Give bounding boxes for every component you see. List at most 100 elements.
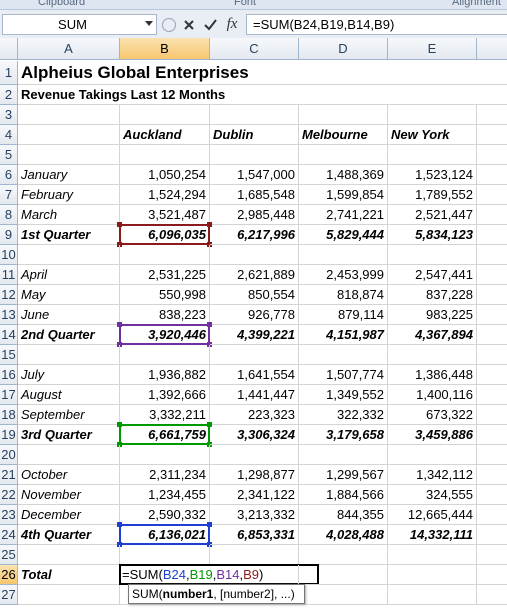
cell[interactable] bbox=[477, 125, 507, 145]
row-header[interactable]: 2 bbox=[0, 85, 18, 105]
row-header[interactable]: 4 bbox=[0, 125, 18, 145]
cell[interactable]: 2,590,332 bbox=[120, 505, 210, 525]
cell[interactable] bbox=[299, 445, 388, 465]
row-header[interactable]: 3 bbox=[0, 105, 18, 125]
cell[interactable] bbox=[477, 505, 507, 525]
row-header[interactable]: 19 bbox=[0, 425, 18, 445]
cell[interactable] bbox=[210, 61, 299, 85]
cell[interactable]: 5,829,444 bbox=[299, 225, 388, 245]
cell[interactable]: 1,386,448 bbox=[388, 365, 477, 385]
cell[interactable]: 1,349,552 bbox=[299, 385, 388, 405]
row-header[interactable]: 17 bbox=[0, 385, 18, 405]
cell[interactable]: 1,524,294 bbox=[120, 185, 210, 205]
cell[interactable]: July bbox=[18, 365, 120, 385]
cell[interactable]: 673,322 bbox=[388, 405, 477, 425]
column-header[interactable]: D bbox=[299, 38, 388, 60]
cell[interactable] bbox=[388, 105, 477, 125]
column-header[interactable]: E bbox=[388, 38, 477, 60]
cell[interactable] bbox=[18, 145, 120, 165]
cell[interactable]: 2,521,447 bbox=[388, 205, 477, 225]
cell[interactable]: 4th Quarter bbox=[18, 525, 120, 545]
cell[interactable] bbox=[477, 305, 507, 325]
column-header[interactable]: A bbox=[18, 38, 120, 60]
row-header[interactable]: 14 bbox=[0, 325, 18, 345]
reference-handle[interactable] bbox=[207, 342, 212, 347]
cell[interactable]: May bbox=[18, 285, 120, 305]
cell[interactable]: 1,507,774 bbox=[299, 365, 388, 385]
cell[interactable]: March bbox=[18, 205, 120, 225]
name-box[interactable]: SUM bbox=[2, 14, 157, 35]
column-header[interactable]: C bbox=[210, 38, 299, 60]
reference-handle[interactable] bbox=[207, 242, 212, 247]
cell[interactable] bbox=[388, 61, 477, 85]
cell[interactable] bbox=[477, 565, 507, 585]
cell[interactable]: 2nd Quarter bbox=[18, 325, 120, 345]
cell[interactable]: 2,621,889 bbox=[210, 265, 299, 285]
cell[interactable] bbox=[388, 585, 477, 605]
cell[interactable]: 4,367,894 bbox=[388, 325, 477, 345]
cell[interactable]: 2,311,234 bbox=[120, 465, 210, 485]
cell[interactable]: Auckland bbox=[120, 125, 210, 145]
row-header[interactable]: 9 bbox=[0, 225, 18, 245]
cell[interactable] bbox=[299, 61, 388, 85]
row-header[interactable]: 23 bbox=[0, 505, 18, 525]
cell[interactable]: January bbox=[18, 165, 120, 185]
cell[interactable]: October bbox=[18, 465, 120, 485]
cell[interactable]: November bbox=[18, 485, 120, 505]
cell[interactable]: 1,789,552 bbox=[388, 185, 477, 205]
cell[interactable]: 2,341,122 bbox=[210, 485, 299, 505]
column-header[interactable]: B bbox=[120, 38, 210, 60]
cell[interactable]: 550,998 bbox=[120, 285, 210, 305]
cell[interactable]: 223,323 bbox=[210, 405, 299, 425]
cell[interactable]: 2,741,221 bbox=[299, 205, 388, 225]
cell[interactable] bbox=[18, 125, 120, 145]
cell[interactable] bbox=[477, 245, 507, 265]
row-header[interactable]: 25 bbox=[0, 545, 18, 565]
cell[interactable]: August bbox=[18, 385, 120, 405]
reference-handle[interactable] bbox=[117, 442, 122, 447]
cell[interactable] bbox=[18, 345, 120, 365]
cell[interactable] bbox=[18, 585, 120, 605]
cell[interactable]: 2,985,448 bbox=[210, 205, 299, 225]
cell[interactable] bbox=[477, 325, 507, 345]
cell[interactable] bbox=[299, 245, 388, 265]
cell[interactable]: 3,306,324 bbox=[210, 425, 299, 445]
cell[interactable]: 1,936,882 bbox=[120, 365, 210, 385]
cell[interactable] bbox=[299, 145, 388, 165]
row-header[interactable]: 1 bbox=[0, 61, 18, 85]
cell[interactable]: 2,453,999 bbox=[299, 265, 388, 285]
row-header[interactable]: 13 bbox=[0, 305, 18, 325]
cell[interactable] bbox=[120, 345, 210, 365]
cell[interactable]: 1,342,112 bbox=[388, 465, 477, 485]
row-header[interactable]: 22 bbox=[0, 485, 18, 505]
cell[interactable]: 850,554 bbox=[210, 285, 299, 305]
reference-handle[interactable] bbox=[117, 342, 122, 347]
cell[interactable] bbox=[477, 345, 507, 365]
cell[interactable]: December bbox=[18, 505, 120, 525]
cell[interactable]: 1,050,254 bbox=[120, 165, 210, 185]
cell[interactable] bbox=[477, 585, 507, 605]
cell[interactable] bbox=[120, 61, 210, 85]
cell[interactable] bbox=[388, 445, 477, 465]
cell[interactable] bbox=[477, 185, 507, 205]
name-box-dropdown[interactable] bbox=[145, 21, 153, 26]
cell[interactable]: 1,641,554 bbox=[210, 365, 299, 385]
cell[interactable] bbox=[210, 105, 299, 125]
row-header[interactable]: 27 bbox=[0, 585, 18, 605]
cell[interactable]: 1,392,666 bbox=[120, 385, 210, 405]
cell[interactable] bbox=[477, 105, 507, 125]
cell[interactable]: 5,834,123 bbox=[388, 225, 477, 245]
cell[interactable] bbox=[299, 585, 388, 605]
select-all-corner[interactable] bbox=[0, 38, 18, 60]
cell[interactable]: 1,299,567 bbox=[299, 465, 388, 485]
cell[interactable] bbox=[477, 265, 507, 285]
cell[interactable] bbox=[477, 85, 507, 105]
editing-cell[interactable]: =SUM(B24,B19,B14,B9) bbox=[119, 564, 319, 585]
cell[interactable] bbox=[477, 165, 507, 185]
cell[interactable] bbox=[299, 345, 388, 365]
cell[interactable]: September bbox=[18, 405, 120, 425]
cell[interactable]: Total bbox=[18, 565, 120, 585]
row-header[interactable]: 8 bbox=[0, 205, 18, 225]
cell[interactable] bbox=[477, 205, 507, 225]
cell[interactable]: 1,547,000 bbox=[210, 165, 299, 185]
